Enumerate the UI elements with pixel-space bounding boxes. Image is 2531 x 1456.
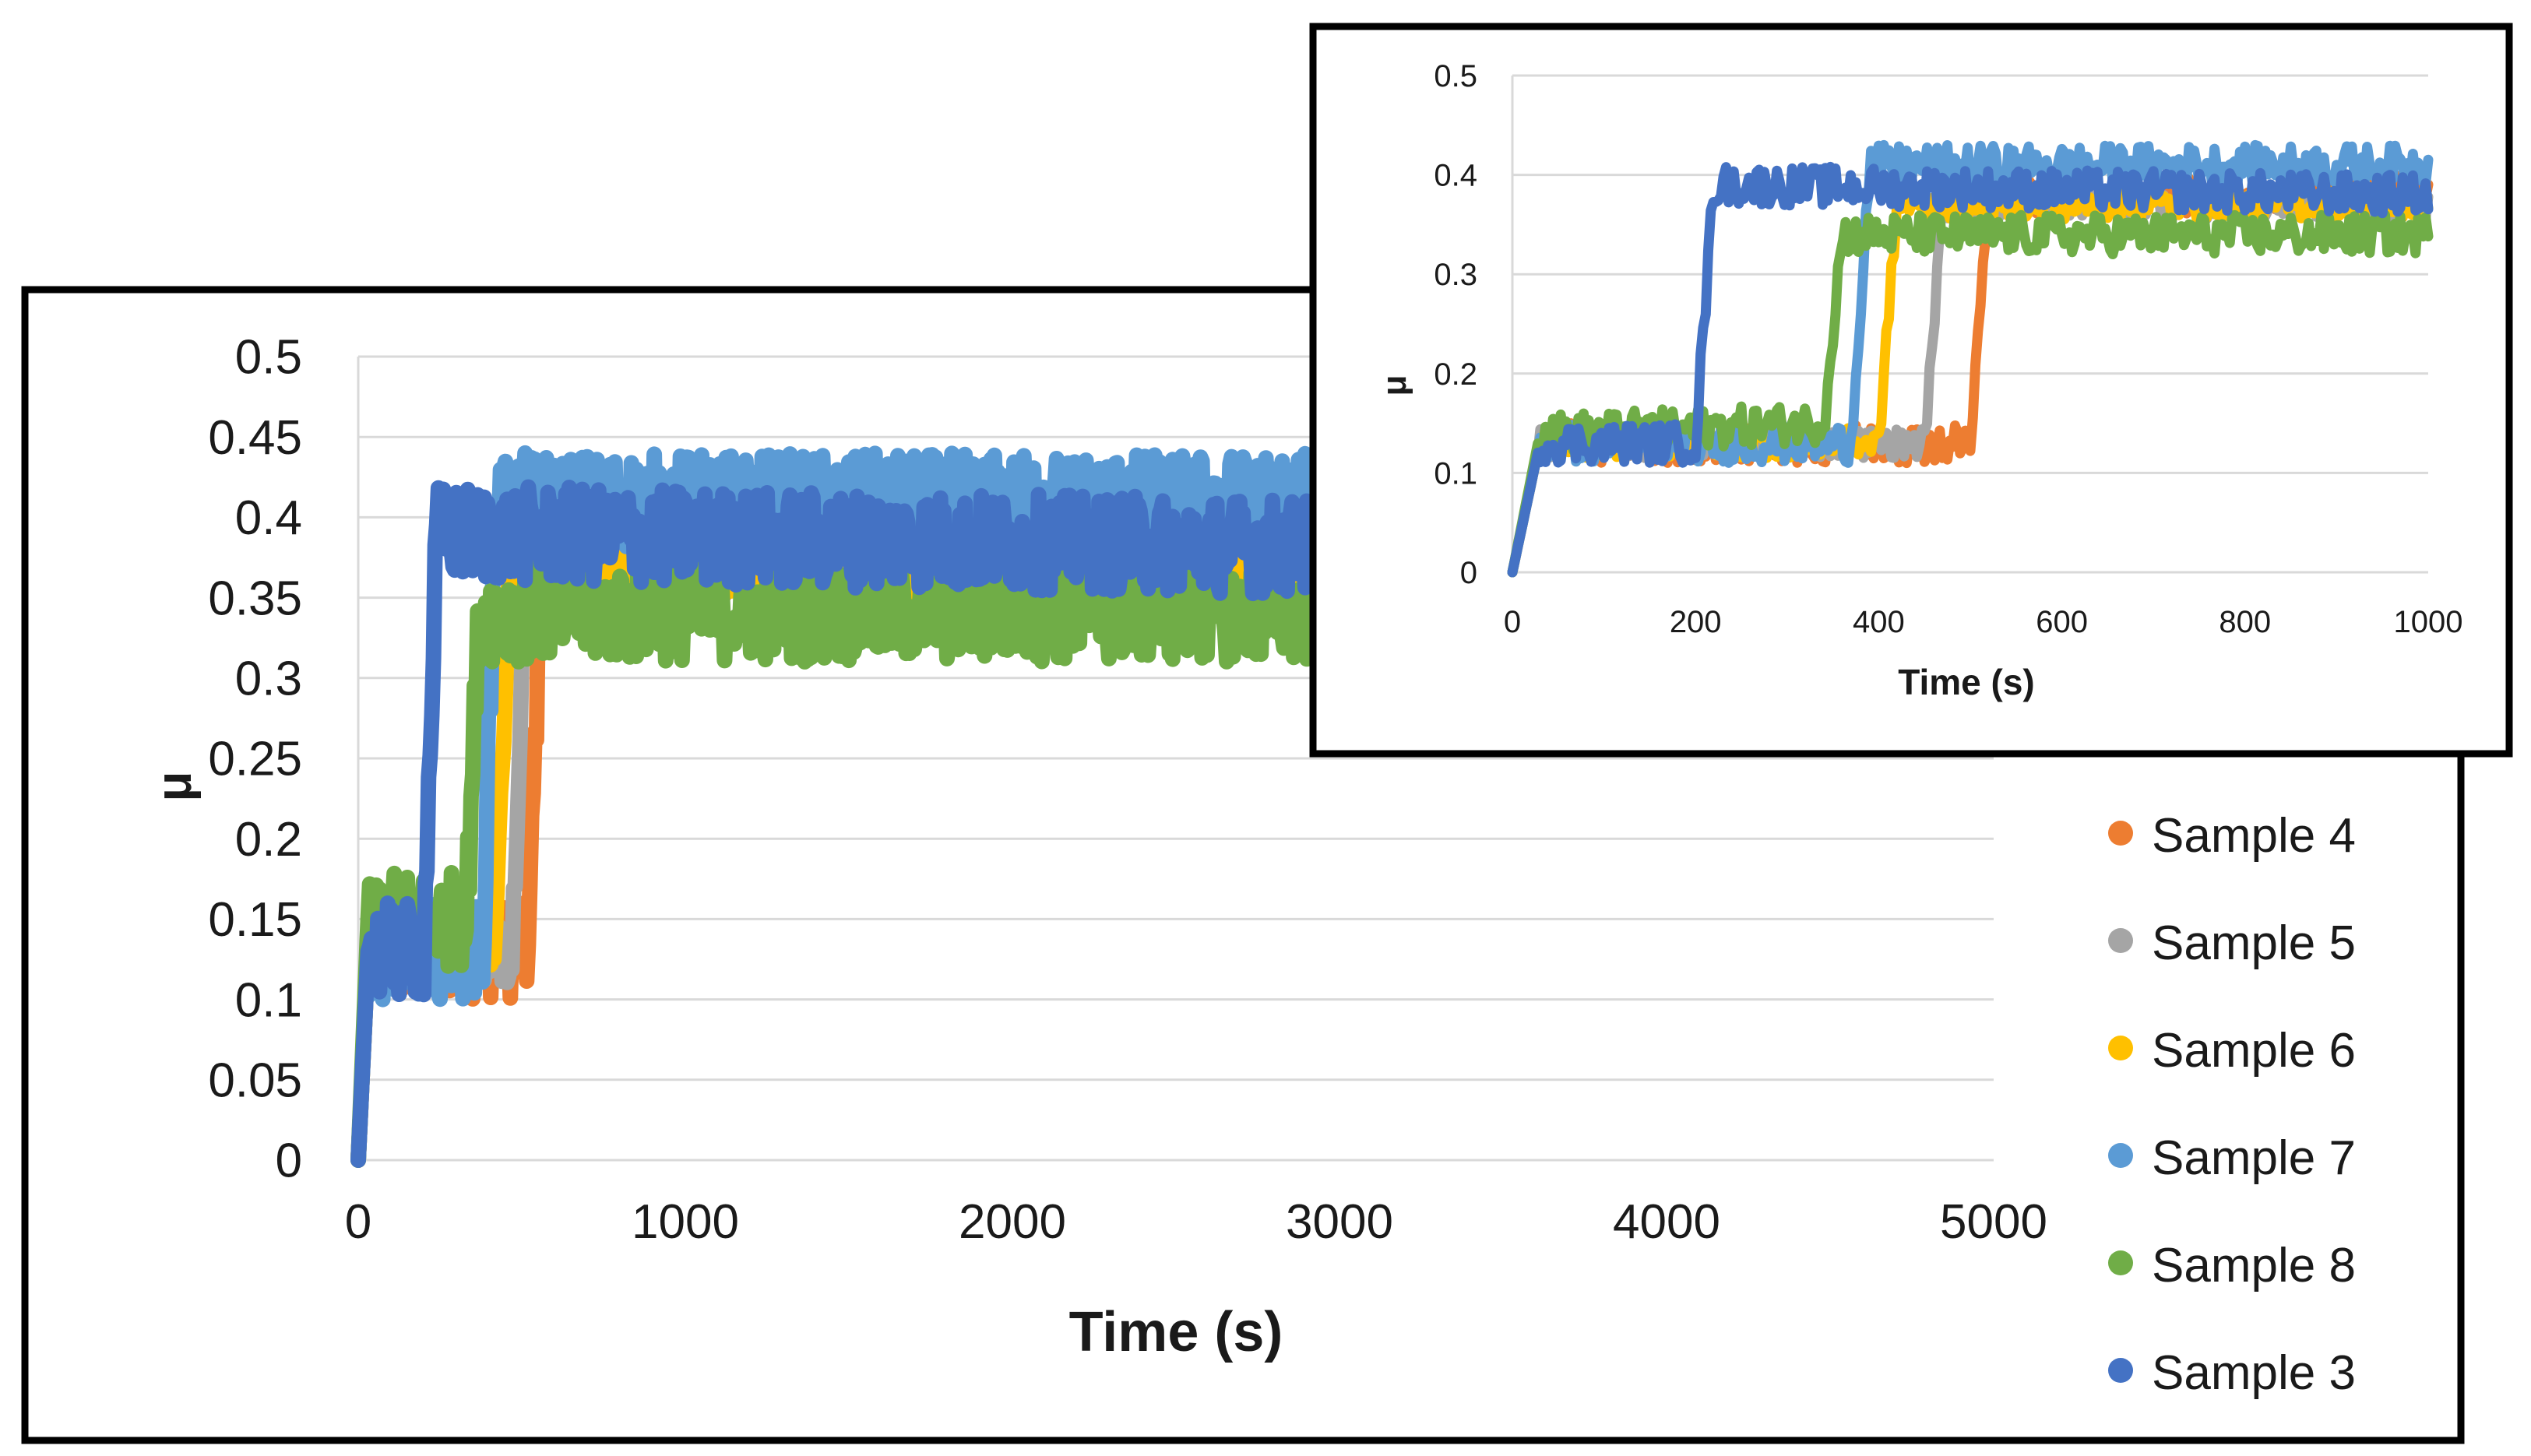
inset-y-tick-label: 0.3	[1434, 258, 1477, 292]
legend-marker-sample-3	[2108, 1358, 2133, 1383]
legend-label: Sample 6	[2152, 1024, 2356, 1078]
legend-marker-sample-8	[2108, 1250, 2133, 1275]
legend-marker-sample-6	[2108, 1036, 2133, 1060]
inset-y-tick-label: 0.4	[1434, 159, 1477, 193]
main-y-tick-label: 0.2	[235, 813, 302, 867]
main-x-tick-label: 0	[345, 1195, 371, 1249]
legend-label: Sample 4	[2152, 809, 2356, 863]
inset-chart-frame	[1309, 23, 2513, 758]
legend-label: Sample 7	[2152, 1131, 2356, 1185]
main-y-tick-label: 0.4	[235, 491, 302, 545]
inset-y-axis-title: μ	[1375, 375, 1413, 396]
legend-label: Sample 8	[2152, 1239, 2356, 1292]
inset-x-tick-label: 800	[2219, 605, 2271, 639]
inset-x-tick-label: 1000	[2394, 605, 2463, 639]
inset-x-tick-label: 400	[1853, 605, 1905, 639]
inset-y-tick-label: 0.2	[1434, 357, 1477, 392]
main-x-tick-label: 5000	[1940, 1195, 2047, 1249]
main-y-axis-title: μ	[146, 771, 202, 801]
inset-x-axis-title: Time (s)	[1898, 662, 2035, 702]
main-y-tick-label: 0	[276, 1134, 302, 1188]
main-y-tick-label: 0.5	[235, 331, 302, 385]
inset-y-tick-label: 0.1	[1434, 456, 1477, 491]
main-y-tick-label: 0.35	[208, 571, 302, 625]
main-x-tick-label: 2000	[959, 1195, 1066, 1249]
main-y-tick-label: 0.15	[208, 893, 302, 947]
main-x-axis-title: Time (s)	[1069, 1301, 1283, 1363]
legend-label: Sample 5	[2152, 916, 2356, 970]
main-y-tick-label: 0.05	[208, 1054, 302, 1108]
main-x-tick-label: 4000	[1613, 1195, 1720, 1249]
inset-y-tick-label: 0.5	[1434, 59, 1477, 93]
main-y-tick-label: 0.25	[208, 733, 302, 786]
main-y-tick-label: 0.45	[208, 411, 302, 465]
inset-x-tick-label: 0	[1504, 605, 1521, 639]
inset-x-tick-label: 600	[2036, 605, 2088, 639]
main-y-tick-label: 0.1	[235, 973, 302, 1027]
inset-series-sample-3	[1507, 161, 2434, 578]
main-y-tick-label: 0.3	[235, 652, 302, 706]
legend-marker-sample-7	[2108, 1143, 2133, 1168]
inset-y-tick-label: 0	[1460, 556, 1477, 590]
main-x-tick-label: 1000	[632, 1195, 739, 1249]
legend-marker-sample-5	[2108, 928, 2133, 953]
inset-x-tick-label: 200	[1670, 605, 1722, 639]
main-x-tick-label: 3000	[1286, 1195, 1393, 1249]
legend-label: Sample 3	[2152, 1346, 2356, 1400]
legend-marker-sample-4	[2108, 821, 2133, 846]
